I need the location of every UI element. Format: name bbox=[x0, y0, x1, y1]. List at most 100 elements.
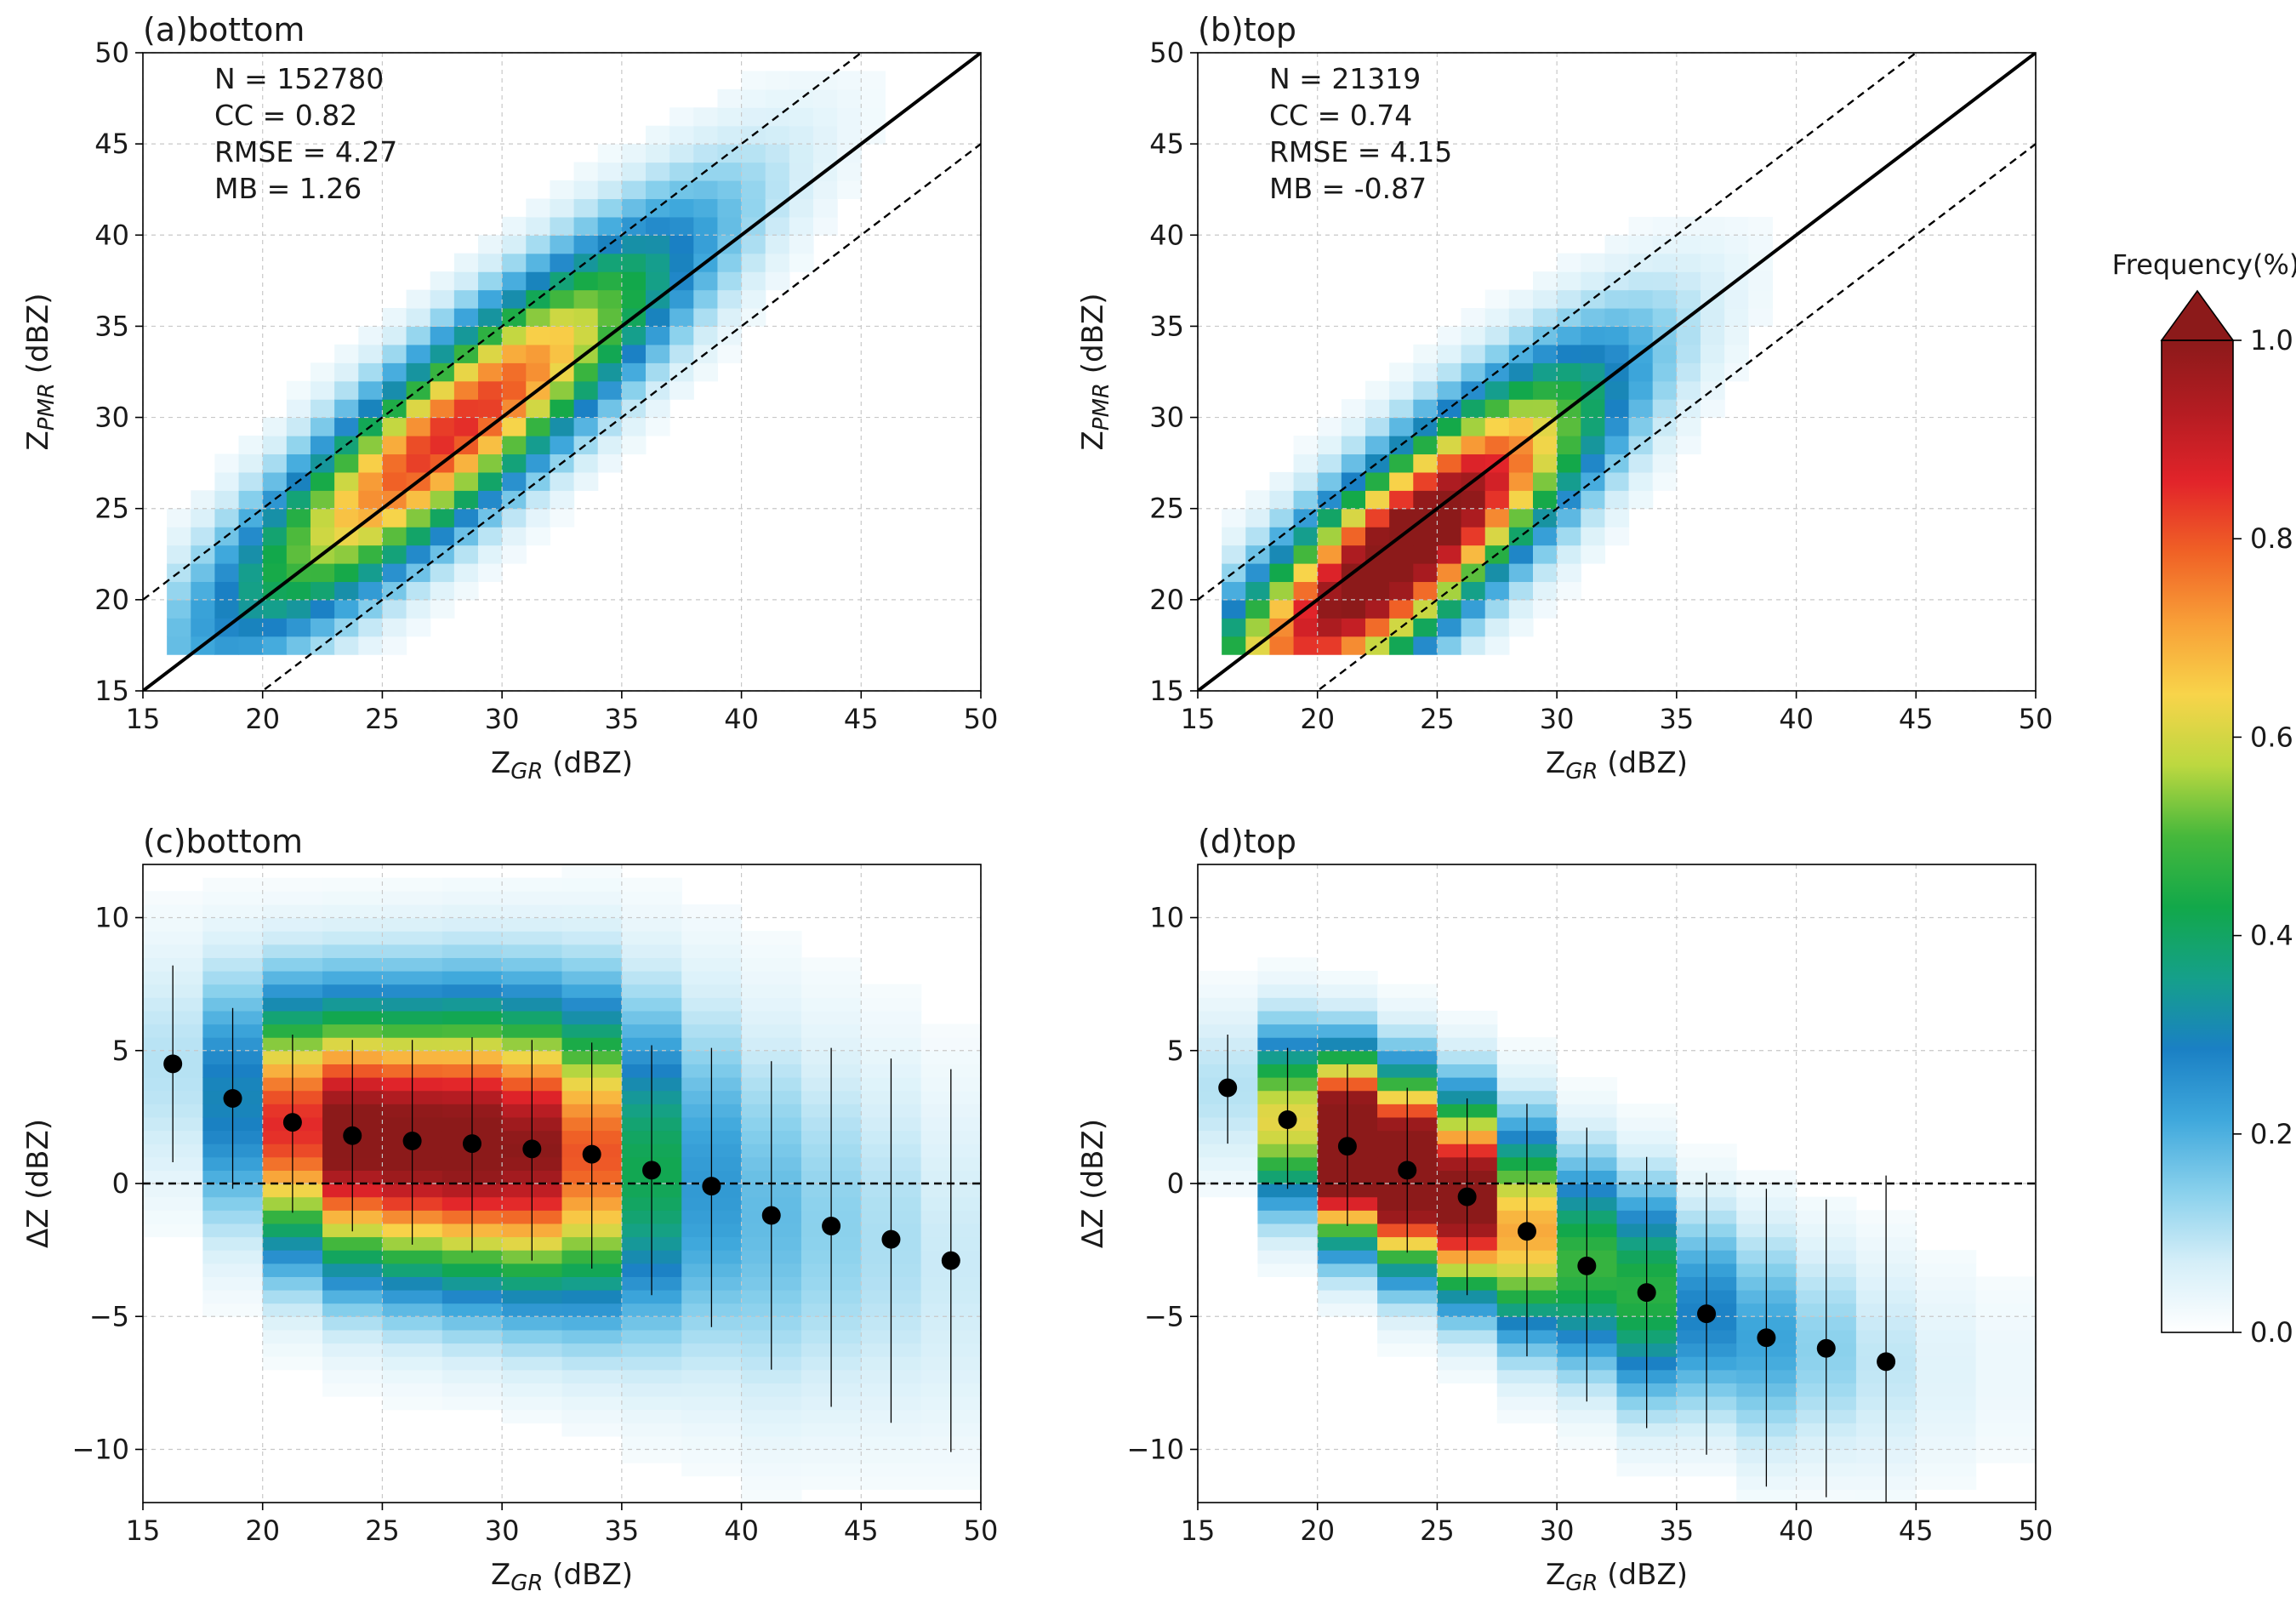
reference-lines bbox=[143, 53, 981, 691]
heatmap-cell bbox=[1389, 636, 1414, 655]
heatmap-cell bbox=[262, 917, 323, 932]
heatmap-cell bbox=[1628, 399, 1654, 419]
heatmap-cell bbox=[1736, 1170, 1797, 1184]
heatmap-cell bbox=[202, 1183, 264, 1198]
heatmap-cell bbox=[167, 581, 191, 601]
heatmap-cell bbox=[1604, 399, 1630, 419]
heatmap-cell bbox=[1916, 1329, 1977, 1344]
heatmap-cell bbox=[681, 984, 743, 998]
heatmap-cell bbox=[646, 253, 670, 272]
heatmap-cell bbox=[1616, 1463, 1678, 1477]
heatmap-cell bbox=[214, 508, 240, 528]
heatmap-cell bbox=[1461, 545, 1486, 564]
heatmap-cell bbox=[1916, 1290, 1977, 1304]
heatmap-cell bbox=[550, 308, 575, 328]
x-tick-label: 35 bbox=[1659, 1514, 1694, 1547]
heatmap-cell bbox=[561, 1396, 623, 1411]
heatmap-cell bbox=[453, 308, 479, 328]
heatmap-cell bbox=[1389, 471, 1414, 491]
heatmap-cell bbox=[789, 125, 814, 145]
heatmap-cell bbox=[573, 289, 599, 309]
heatmap-cell bbox=[1413, 545, 1439, 564]
heatmap-cell bbox=[681, 957, 743, 972]
heatmap-cell bbox=[238, 471, 264, 491]
heatmap-cell bbox=[1365, 527, 1390, 546]
heatmap-cell bbox=[502, 1409, 563, 1423]
heatmap-cell bbox=[1916, 1383, 1977, 1397]
heatmap-cell bbox=[717, 308, 743, 328]
heatmap-cell bbox=[1437, 527, 1462, 546]
heatmap-cell bbox=[561, 891, 623, 905]
heatmap-cell bbox=[478, 289, 503, 309]
heatmap-cell bbox=[597, 271, 623, 291]
heatmap-cell bbox=[1581, 271, 1606, 291]
heatmap-cell bbox=[1437, 1024, 1498, 1038]
heatmap-cell bbox=[1377, 1263, 1439, 1277]
heatmap-cell bbox=[621, 944, 682, 958]
mean-point bbox=[881, 1229, 901, 1249]
heatmap-cell bbox=[286, 545, 311, 564]
heatmap-cell bbox=[526, 508, 551, 528]
heatmap-cell bbox=[1317, 436, 1342, 455]
colorbar-extend-arrow bbox=[2160, 289, 2235, 341]
colorbar-fill bbox=[2162, 340, 2233, 1332]
heatmap-cell bbox=[430, 527, 455, 546]
heatmap-cell bbox=[1222, 508, 1246, 528]
heatmap-cell bbox=[681, 1409, 743, 1423]
heatmap-cell bbox=[1916, 1475, 1977, 1490]
x-tick-label: 15 bbox=[1181, 1514, 1216, 1547]
heatmap-cell bbox=[621, 891, 682, 905]
heatmap-cell bbox=[1557, 417, 1581, 436]
heatmap-cell bbox=[1508, 527, 1534, 546]
heatmap-cell bbox=[1437, 1343, 1498, 1357]
heatmap-cell bbox=[1916, 1396, 1977, 1411]
heatmap-cell bbox=[358, 436, 384, 455]
heatmap-cell bbox=[1557, 1116, 1618, 1132]
heatmap-cell bbox=[143, 904, 203, 919]
heatmap-cell bbox=[453, 380, 479, 400]
heatmap-cell bbox=[597, 162, 623, 181]
heatmap-cell bbox=[597, 436, 623, 455]
x-tick-label: 30 bbox=[1540, 703, 1575, 735]
heatmap-cell bbox=[1437, 599, 1462, 619]
heatmap-cell bbox=[442, 1263, 503, 1277]
heatmap-cell bbox=[286, 508, 311, 528]
heatmap-cell bbox=[1198, 997, 1258, 1012]
heatmap-cell bbox=[789, 198, 814, 218]
heatmap-cell bbox=[1557, 436, 1581, 455]
x-tick-label: 45 bbox=[1899, 1514, 1934, 1547]
x-axis-title-unit: (dBZ) bbox=[1598, 746, 1688, 780]
x-tick-label: 40 bbox=[724, 703, 759, 735]
heatmap-cell bbox=[1413, 436, 1439, 455]
x-tick-label: 15 bbox=[126, 1514, 161, 1547]
heatmap-cell bbox=[502, 453, 527, 473]
y-tick-label: −10 bbox=[71, 1434, 129, 1466]
heatmap-cell bbox=[526, 490, 551, 510]
statistic-line: N = 21319 bbox=[1269, 62, 1421, 95]
heatmap-cell bbox=[262, 527, 288, 546]
heatmap-cell bbox=[861, 1475, 922, 1490]
heatmap-cell bbox=[561, 864, 623, 879]
heatmap-cell bbox=[1389, 599, 1414, 619]
heatmap-cell bbox=[573, 216, 599, 236]
heatmap-cell bbox=[1484, 417, 1510, 436]
heatmap-cell bbox=[813, 216, 838, 236]
x-tick-label: 30 bbox=[485, 703, 520, 735]
heatmap-cell bbox=[382, 1024, 443, 1038]
heatmap-cell bbox=[920, 1024, 981, 1038]
x-axis-ticks: 15 20 25 30 35 40 45 50 bbox=[126, 1503, 998, 1547]
heatmap-cell bbox=[1461, 527, 1486, 546]
heatmap-cell bbox=[1484, 618, 1510, 637]
heatmap-cell bbox=[741, 198, 766, 218]
heatmap-cell bbox=[430, 289, 455, 309]
heatmap-cell bbox=[502, 917, 563, 932]
heatmap-cell bbox=[550, 471, 575, 491]
heatmap-cell bbox=[1701, 362, 1725, 382]
heatmap-cell bbox=[1317, 563, 1342, 583]
heatmap-cell bbox=[382, 308, 407, 328]
heatmap-cell bbox=[597, 216, 623, 236]
mean-point bbox=[761, 1206, 781, 1225]
heatmap-cell bbox=[1975, 1409, 2036, 1423]
heatmap-cell bbox=[1508, 326, 1534, 345]
heatmap-cell bbox=[1365, 599, 1390, 619]
